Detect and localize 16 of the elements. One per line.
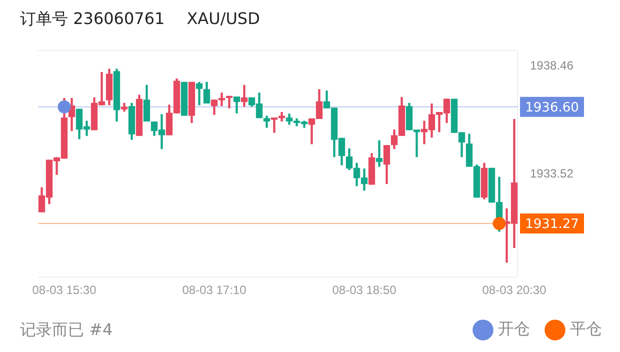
text: 记录而已 #4 bbox=[20, 320, 113, 341]
x-tick-label: 08-03 17:10 bbox=[182, 283, 247, 298]
x-tick-label: 08-03 20:30 bbox=[482, 283, 547, 298]
chart-subtitle: XAU/USD bbox=[186, 9, 260, 28]
y-tick-label: 1933.52 bbox=[530, 166, 574, 181]
chart-title: 订单号 236060761 bbox=[20, 9, 165, 28]
x-tick-label: 08-03 15:30 bbox=[32, 283, 97, 298]
x-tick-label: 08-03 18:50 bbox=[332, 283, 397, 298]
legend-label: 平仓 bbox=[570, 319, 602, 338]
candlestick bbox=[376, 140, 383, 167]
ref-line-label: 1931.27 bbox=[525, 216, 579, 232]
ref-line-label: 1936.60 bbox=[525, 100, 579, 116]
y-tick-label: 1938.46 bbox=[530, 58, 574, 73]
candlestick bbox=[240, 84, 248, 107]
candlestick bbox=[226, 96, 233, 108]
legend-label: 开仓 bbox=[498, 319, 530, 338]
